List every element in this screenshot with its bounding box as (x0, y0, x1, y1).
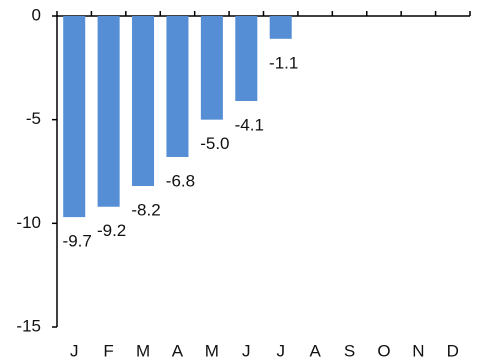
bar (97, 16, 120, 207)
x-tick-label: N (412, 341, 424, 360)
data-label: -1.1 (269, 53, 298, 72)
x-tick-label: J (242, 341, 251, 360)
bar (269, 16, 292, 39)
data-label: -8.2 (131, 200, 160, 219)
y-tick-label: 0 (32, 5, 41, 24)
x-tick-label: O (377, 341, 390, 360)
x-tick-label: S (344, 341, 355, 360)
bar (132, 16, 155, 187)
y-tick-label: -10 (16, 213, 41, 232)
x-tick-label: F (103, 341, 113, 360)
x-tick-label: M (205, 341, 219, 360)
data-label: -6.8 (166, 171, 195, 190)
y-tick-label: -15 (16, 316, 41, 335)
x-tick-label: J (276, 341, 285, 360)
bar (166, 16, 189, 157)
bar (63, 16, 86, 218)
x-tick-label: D (447, 341, 459, 360)
data-label: -9.2 (97, 221, 126, 240)
x-tick-label: J (70, 341, 79, 360)
bar (235, 16, 258, 102)
data-label: -5.0 (200, 134, 229, 153)
data-label: -4.1 (235, 115, 264, 134)
bar (200, 16, 223, 120)
x-tick-label: A (172, 341, 184, 360)
x-tick-label: A (309, 341, 321, 360)
data-label: -9.7 (63, 232, 92, 251)
x-tick-label: M (136, 341, 150, 360)
y-tick-label: -5 (26, 109, 41, 128)
